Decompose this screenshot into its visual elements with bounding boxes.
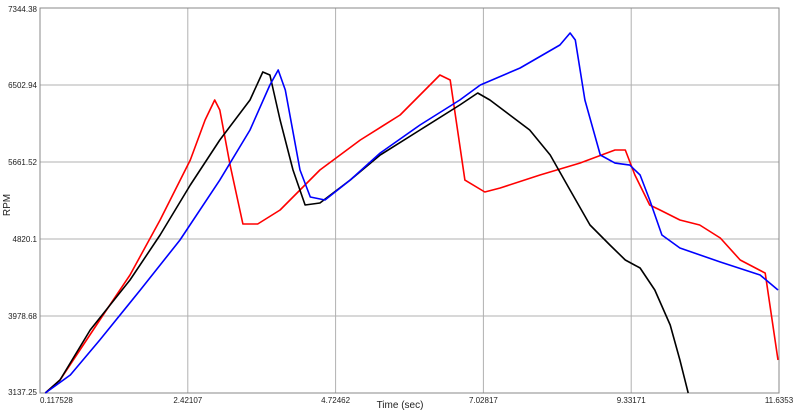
line-series bbox=[44, 71, 689, 394]
y-tick-label: 3978.68 bbox=[8, 312, 37, 321]
y-tick-label: 5661.52 bbox=[8, 158, 37, 167]
y-tick-label: 6502.94 bbox=[8, 81, 37, 90]
y-tick-label: 7344.38 bbox=[8, 5, 37, 14]
line-series bbox=[44, 32, 779, 394]
y-axis-label: RPM bbox=[2, 194, 13, 216]
x-tick-label: 9.33171 bbox=[617, 396, 646, 405]
y-tick-label: 4820.1 bbox=[13, 235, 38, 244]
x-tick-label: 2.42107 bbox=[173, 396, 202, 405]
x-axis-label: Time (sec) bbox=[377, 400, 424, 411]
x-tick-label: 4.72462 bbox=[321, 396, 350, 405]
plot-border bbox=[39, 7, 780, 394]
x-tick-label: 0.117528 bbox=[40, 396, 73, 405]
x-tick-label: 11.6353 bbox=[765, 396, 794, 405]
y-tick-label: 3137.25 bbox=[8, 388, 37, 397]
line-series bbox=[44, 74, 779, 394]
x-tick-label: 7.02817 bbox=[469, 396, 498, 405]
